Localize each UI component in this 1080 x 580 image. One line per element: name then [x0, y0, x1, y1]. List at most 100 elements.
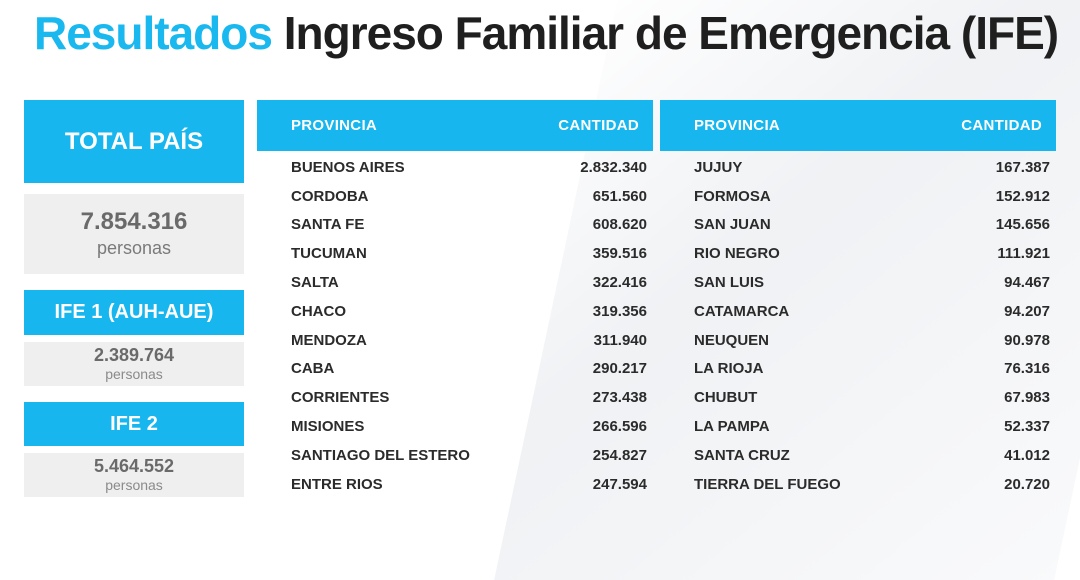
table-row: CATAMARCA 94.207 — [660, 297, 1056, 326]
table-row: NEUQUEN 90.978 — [660, 326, 1056, 355]
province-table-right: PROVINCIA CANTIDAD JUJUY 167.387 FORMOSA 1… — [660, 100, 1056, 499]
total-country-label: TOTAL PAÍS — [64, 127, 204, 155]
ife1-label: IFE 1 (AUH-AUE) — [54, 301, 214, 323]
province-amount: 608.620 — [592, 216, 647, 234]
province-name: CHUBUT — [694, 389, 758, 407]
table-row: SANTIAGO DEL ESTERO 254.827 — [257, 441, 653, 470]
province-amount: 111.921 — [997, 245, 1050, 263]
ife1-value: 2.389.764 — [93, 345, 175, 365]
province-amount: 76.316 — [1004, 360, 1050, 378]
ife1-header: IFE 1 (AUH-AUE) — [24, 290, 244, 335]
total-country-panel: 7.854.316 personas — [24, 194, 244, 274]
column-header-province: PROVINCIA — [291, 117, 378, 134]
province-name: SALTA — [291, 274, 339, 292]
province-amount: 2.832.340 — [580, 158, 647, 176]
province-name: ENTRE RIOS — [291, 475, 383, 493]
province-name: MENDOZA — [291, 331, 367, 349]
province-amount: 319.356 — [592, 302, 647, 320]
province-name: SAN LUIS — [694, 274, 765, 292]
table-row: SANTA FE 608.620 — [257, 211, 653, 240]
table-row: ENTRE RIOS 247.594 — [257, 470, 653, 499]
province-name: JUJUY — [694, 158, 743, 176]
title-accent: Resultados — [34, 7, 273, 59]
province-name: CABA — [291, 360, 335, 378]
total-country-header: TOTAL PAÍS — [24, 100, 244, 183]
table-row: SAN LUIS 94.467 — [660, 268, 1056, 297]
table-row: LA RIOJA 76.316 — [660, 355, 1056, 384]
table-row: LA PAMPA 52.337 — [660, 412, 1056, 441]
total-country-unit: personas — [96, 238, 172, 258]
province-name: RIO NEGRO — [694, 245, 780, 263]
province-amount: 311.940 — [593, 331, 647, 349]
province-amount: 322.416 — [592, 274, 647, 292]
province-name: SAN JUAN — [694, 216, 771, 234]
table-row: MISIONES 266.596 — [257, 412, 653, 441]
page-title: Resultados Ingreso Familiar de Emergenci… — [34, 6, 1059, 60]
province-amount: 52.337 — [1004, 418, 1050, 436]
province-amount: 651.560 — [592, 187, 647, 205]
province-amount: 152.912 — [995, 187, 1050, 205]
province-name: TIERRA DEL FUEGO — [694, 475, 841, 493]
column-header-amount: CANTIDAD — [558, 117, 639, 134]
province-amount: 254.827 — [592, 446, 647, 464]
province-name: MISIONES — [291, 418, 365, 436]
province-name: SANTA CRUZ — [694, 446, 790, 464]
province-name: BUENOS AIRES — [291, 158, 405, 176]
table-row: SANTA CRUZ 41.012 — [660, 441, 1056, 470]
province-name: SANTIAGO DEL ESTERO — [291, 446, 470, 464]
table-row: TUCUMAN 359.516 — [257, 239, 653, 268]
province-name: CORDOBA — [291, 187, 369, 205]
ife2-label: IFE 2 — [110, 412, 158, 435]
total-country-value: 7.854.316 — [80, 208, 188, 235]
table-header: PROVINCIA CANTIDAD — [660, 100, 1056, 151]
table-row: SAN JUAN 145.656 — [660, 211, 1056, 240]
table-row: CHUBUT 67.983 — [660, 383, 1056, 412]
title-main: Ingreso Familiar de Emergencia (IFE) — [283, 7, 1059, 59]
province-name: FORMOSA — [694, 187, 771, 205]
table-row: BUENOS AIRES 2.832.340 — [257, 153, 653, 182]
province-amount: 145.656 — [995, 216, 1050, 234]
table-row: CORRIENTES 273.438 — [257, 383, 653, 412]
ife2-unit: personas — [105, 477, 163, 493]
province-amount: 266.596 — [592, 418, 647, 436]
table-body: BUENOS AIRES 2.832.340 CORDOBA 651.560 SAN… — [257, 151, 653, 499]
table-header: PROVINCIA CANTIDAD — [257, 100, 653, 151]
province-name: LA PAMPA — [694, 418, 770, 436]
ife1-panel: 2.389.764 personas — [24, 342, 244, 386]
province-amount: 20.720 — [1004, 475, 1050, 493]
column-header-province: PROVINCIA — [694, 117, 781, 134]
province-name: CATAMARCA — [694, 302, 790, 320]
ife2-header: IFE 2 — [24, 402, 244, 446]
ife2-panel: 5.464.552 personas — [24, 453, 244, 497]
ife2-value: 5.464.552 — [93, 456, 175, 476]
table-row: JUJUY 167.387 — [660, 153, 1056, 182]
province-name: TUCUMAN — [291, 245, 367, 263]
province-amount: 90.978 — [1004, 331, 1050, 349]
province-name: CORRIENTES — [291, 389, 390, 407]
column-header-amount: CANTIDAD — [961, 117, 1042, 134]
province-amount: 359.516 — [592, 245, 647, 263]
table-row: TIERRA DEL FUEGO 20.720 — [660, 470, 1056, 499]
table-row: CABA 290.217 — [257, 355, 653, 384]
table-row: FORMOSA 152.912 — [660, 182, 1056, 211]
table-row: RIO NEGRO 111.921 — [660, 239, 1056, 268]
province-name: LA RIOJA — [694, 360, 764, 378]
table-row: CORDOBA 651.560 — [257, 182, 653, 211]
ife1-unit: personas — [105, 366, 163, 382]
table-row: SALTA 322.416 — [257, 268, 653, 297]
table-row: CHACO 319.356 — [257, 297, 653, 326]
province-amount: 247.594 — [592, 475, 647, 493]
province-table-left: PROVINCIA CANTIDAD BUENOS AIRES 2.832.340… — [257, 100, 653, 499]
province-amount: 167.387 — [995, 158, 1050, 176]
province-amount: 94.467 — [1004, 274, 1050, 292]
province-name: SANTA FE — [291, 216, 365, 234]
province-amount: 67.983 — [1004, 389, 1050, 407]
province-name: NEUQUEN — [694, 331, 770, 349]
table-body: JUJUY 167.387 FORMOSA 152.912 SAN JUAN 145.… — [660, 151, 1056, 499]
province-amount: 94.207 — [1004, 302, 1050, 320]
province-name: CHACO — [291, 302, 346, 320]
province-amount: 273.438 — [592, 389, 647, 407]
province-amount: 290.217 — [592, 360, 647, 378]
province-amount: 41.012 — [1004, 446, 1050, 464]
table-row: MENDOZA 311.940 — [257, 326, 653, 355]
